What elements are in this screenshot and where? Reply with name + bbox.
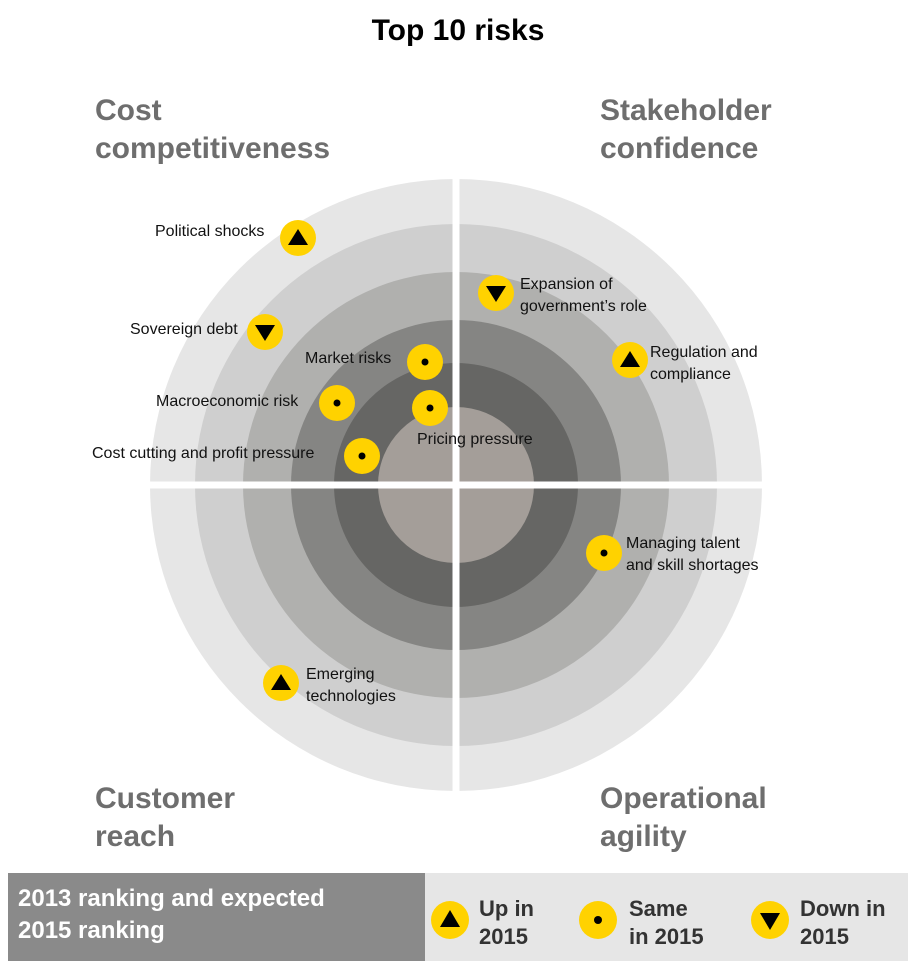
risk-marker-expansion-of-government-down-icon bbox=[478, 275, 514, 311]
risk-label-managing-talent: Managing talent and skill shortages bbox=[626, 535, 759, 574]
legend-same-label: Same in 2015 bbox=[629, 896, 704, 949]
risk-marker-emerging-technologies-up-icon bbox=[263, 665, 299, 701]
risk-label-regulation-compliance: Regulation and compliance bbox=[650, 344, 758, 383]
risk-label-emerging-technologies: Emerging technologies bbox=[306, 666, 396, 705]
risk-marker-political-shocks-up-icon bbox=[280, 220, 316, 256]
quadrant-label-cost-competitiveness: Cost competitiveness bbox=[95, 94, 331, 165]
quadrant-label-stakeholder-confidence: Stakeholder confidence bbox=[600, 94, 772, 165]
risk-label-macroeconomic-risk: Macroeconomic risk bbox=[156, 393, 299, 410]
risk-marker-pricing-pressure-same-icon bbox=[412, 390, 448, 426]
legend-same-icon bbox=[579, 901, 617, 939]
legend: 2013 ranking and expected 2015 ranking U… bbox=[8, 873, 908, 961]
page-title: Top 10 risks bbox=[371, 14, 545, 47]
risk-label-expansion-of-government: Expansion of government’s role bbox=[520, 276, 647, 315]
risk-label-pricing-pressure: Pricing pressure bbox=[417, 431, 533, 448]
legend-title-box: 2013 ranking and expected 2015 ranking bbox=[8, 873, 425, 961]
quadrant-label-operational-agility: Operational agility bbox=[600, 782, 767, 853]
risk-marker-managing-talent-same-icon bbox=[586, 535, 622, 571]
quadrant-label-customer-reach: Customer reach bbox=[95, 782, 236, 853]
legend-down-label: Down in 2015 bbox=[800, 896, 886, 949]
risk-label-political-shocks: Political shocks bbox=[155, 223, 265, 240]
risk-marker-regulation-compliance-up-icon bbox=[612, 342, 648, 378]
risk-label-market-risks: Market risks bbox=[305, 350, 392, 367]
risk-marker-sovereign-debt-down-icon bbox=[247, 314, 283, 350]
legend-title: 2013 ranking and expected 2015 ranking bbox=[18, 885, 325, 944]
risk-label-cost-cutting: Cost cutting and profit pressure bbox=[92, 445, 315, 462]
legend-up-label: Up in 2015 bbox=[479, 896, 534, 949]
legend-up-icon bbox=[431, 901, 469, 939]
risk-marker-market-risks-same-icon bbox=[407, 344, 443, 380]
risk-marker-macroeconomic-risk-same-icon bbox=[319, 385, 355, 421]
legend-down-icon bbox=[751, 901, 789, 939]
risk-radar-diagram bbox=[150, 179, 762, 791]
risk-label-sovereign-debt: Sovereign debt bbox=[130, 321, 238, 338]
risk-marker-cost-cutting-same-icon bbox=[344, 438, 380, 474]
